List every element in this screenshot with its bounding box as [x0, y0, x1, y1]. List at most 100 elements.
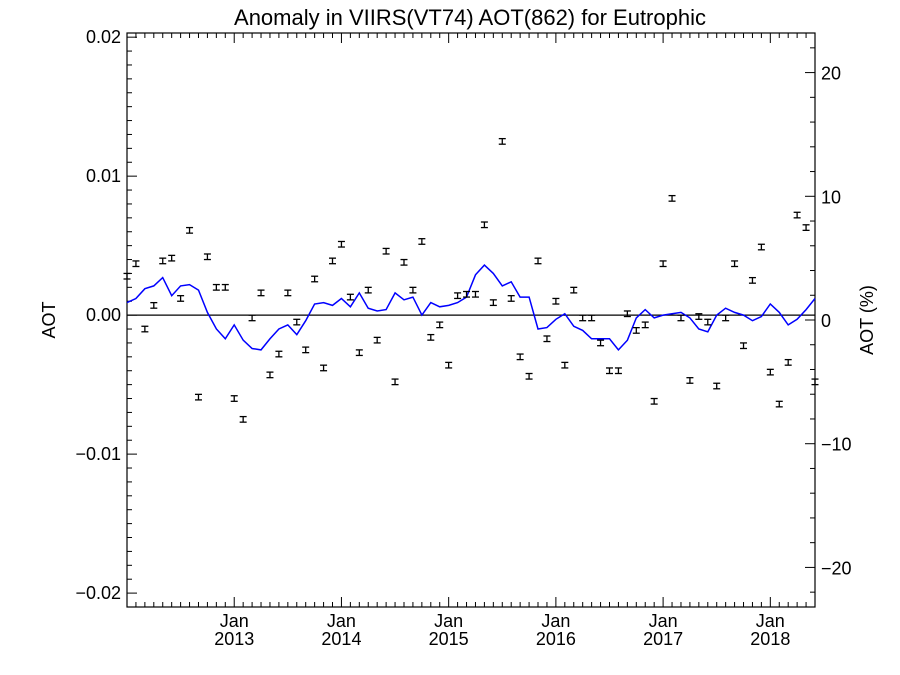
data-point	[757, 243, 765, 251]
data-point	[203, 253, 211, 261]
data-point	[302, 346, 310, 354]
data-point	[463, 290, 471, 298]
data-point	[436, 321, 444, 329]
x-tick-label-year: 2016	[536, 629, 576, 649]
data-point	[704, 318, 712, 326]
data-point	[713, 382, 721, 390]
data-point	[811, 378, 819, 386]
data-point	[695, 313, 703, 320]
data-point	[489, 299, 497, 307]
x-tick-label-year: 2013	[214, 629, 254, 649]
data-point	[257, 289, 265, 297]
data-point	[364, 286, 372, 294]
smoothed-anomaly-line	[126, 264, 816, 352]
x-tick-label-year: 2017	[643, 629, 683, 649]
data-point	[507, 295, 515, 302]
data-point	[802, 224, 810, 232]
data-point	[168, 254, 176, 262]
data-point	[740, 342, 748, 350]
x-tick-label-month: Jan	[434, 611, 463, 631]
y-axis-label-left: AOT	[39, 301, 59, 338]
y-left-tick-label: 0.01	[86, 166, 121, 186]
data-point	[525, 372, 533, 380]
data-point	[516, 353, 524, 361]
x-tick-label-month: Jan	[756, 611, 785, 631]
data-point	[722, 314, 730, 322]
plot-frame	[126, 32, 816, 608]
data-point	[471, 290, 479, 298]
data-point	[543, 335, 551, 343]
data-point	[141, 325, 149, 333]
data-point	[132, 260, 140, 268]
y-left-tick-label: −0.02	[75, 583, 121, 603]
data-point	[355, 349, 363, 357]
data-point	[597, 339, 605, 347]
data-point	[391, 378, 399, 386]
tick-labels: −0.02−0.010.000.010.02−20−1001020Jan2013…	[75, 27, 851, 649]
data-point	[632, 326, 640, 334]
data-point	[445, 361, 453, 369]
data-point	[731, 260, 739, 268]
data-point	[793, 211, 801, 219]
y-axis-label-right: AOT (%)	[857, 285, 877, 355]
data-point	[579, 314, 587, 322]
y-right-tick-label: 10	[821, 187, 841, 207]
y-left-tick-label: 0.02	[86, 27, 121, 47]
data-point	[266, 371, 274, 379]
data-point	[641, 321, 649, 329]
data-point	[775, 400, 783, 408]
data-point	[659, 260, 667, 268]
data-point	[194, 393, 202, 401]
data-point	[766, 368, 774, 376]
data-point	[329, 257, 337, 265]
x-tick-label-month: Jan	[649, 611, 678, 631]
data-point	[427, 333, 435, 341]
data-point	[186, 226, 194, 234]
data-point	[373, 336, 381, 344]
data-point	[605, 367, 613, 375]
data-point	[346, 293, 354, 301]
data-point	[677, 314, 685, 322]
y-right-tick-label: −20	[821, 558, 852, 578]
data-point	[784, 358, 792, 366]
data-point	[748, 276, 756, 284]
data-point	[418, 238, 426, 245]
x-tick-label-month: Jan	[220, 611, 249, 631]
x-tick-label-year: 2015	[429, 629, 469, 649]
y-right-tick-label: −10	[821, 435, 852, 455]
data-point	[498, 137, 506, 145]
data-point	[382, 247, 390, 255]
data-point	[230, 395, 238, 402]
data-point	[409, 286, 417, 294]
data-point	[686, 377, 694, 384]
data-point	[311, 275, 319, 283]
data-point	[221, 283, 229, 291]
x-tick-label-month: Jan	[541, 611, 570, 631]
data-point	[159, 257, 167, 265]
anomaly-points	[123, 137, 819, 423]
y-right-tick-label: 0	[821, 311, 831, 331]
data-point	[454, 292, 462, 300]
y-right-tick-label: 20	[821, 64, 841, 84]
data-point	[123, 272, 131, 280]
data-point	[400, 258, 408, 266]
data-point	[239, 415, 247, 423]
y-left-tick-label: −0.01	[75, 444, 121, 464]
x-tick-label-year: 2014	[321, 629, 361, 649]
data-point	[177, 295, 185, 302]
data-point	[337, 240, 345, 248]
data-point	[561, 361, 569, 369]
data-point	[623, 310, 631, 318]
data-point	[320, 364, 328, 372]
data-point	[650, 397, 658, 405]
data-point	[668, 194, 676, 202]
data-point	[150, 301, 158, 309]
data-point	[570, 286, 578, 294]
data-point	[248, 314, 256, 322]
data-point	[552, 297, 560, 305]
data-point	[534, 257, 542, 265]
axis-ticks	[127, 33, 816, 607]
y-left-tick-label: 0.00	[86, 305, 121, 325]
chart-title: Anomaly in VIIRS(VT74) AOT(862) for Eutr…	[234, 5, 706, 30]
